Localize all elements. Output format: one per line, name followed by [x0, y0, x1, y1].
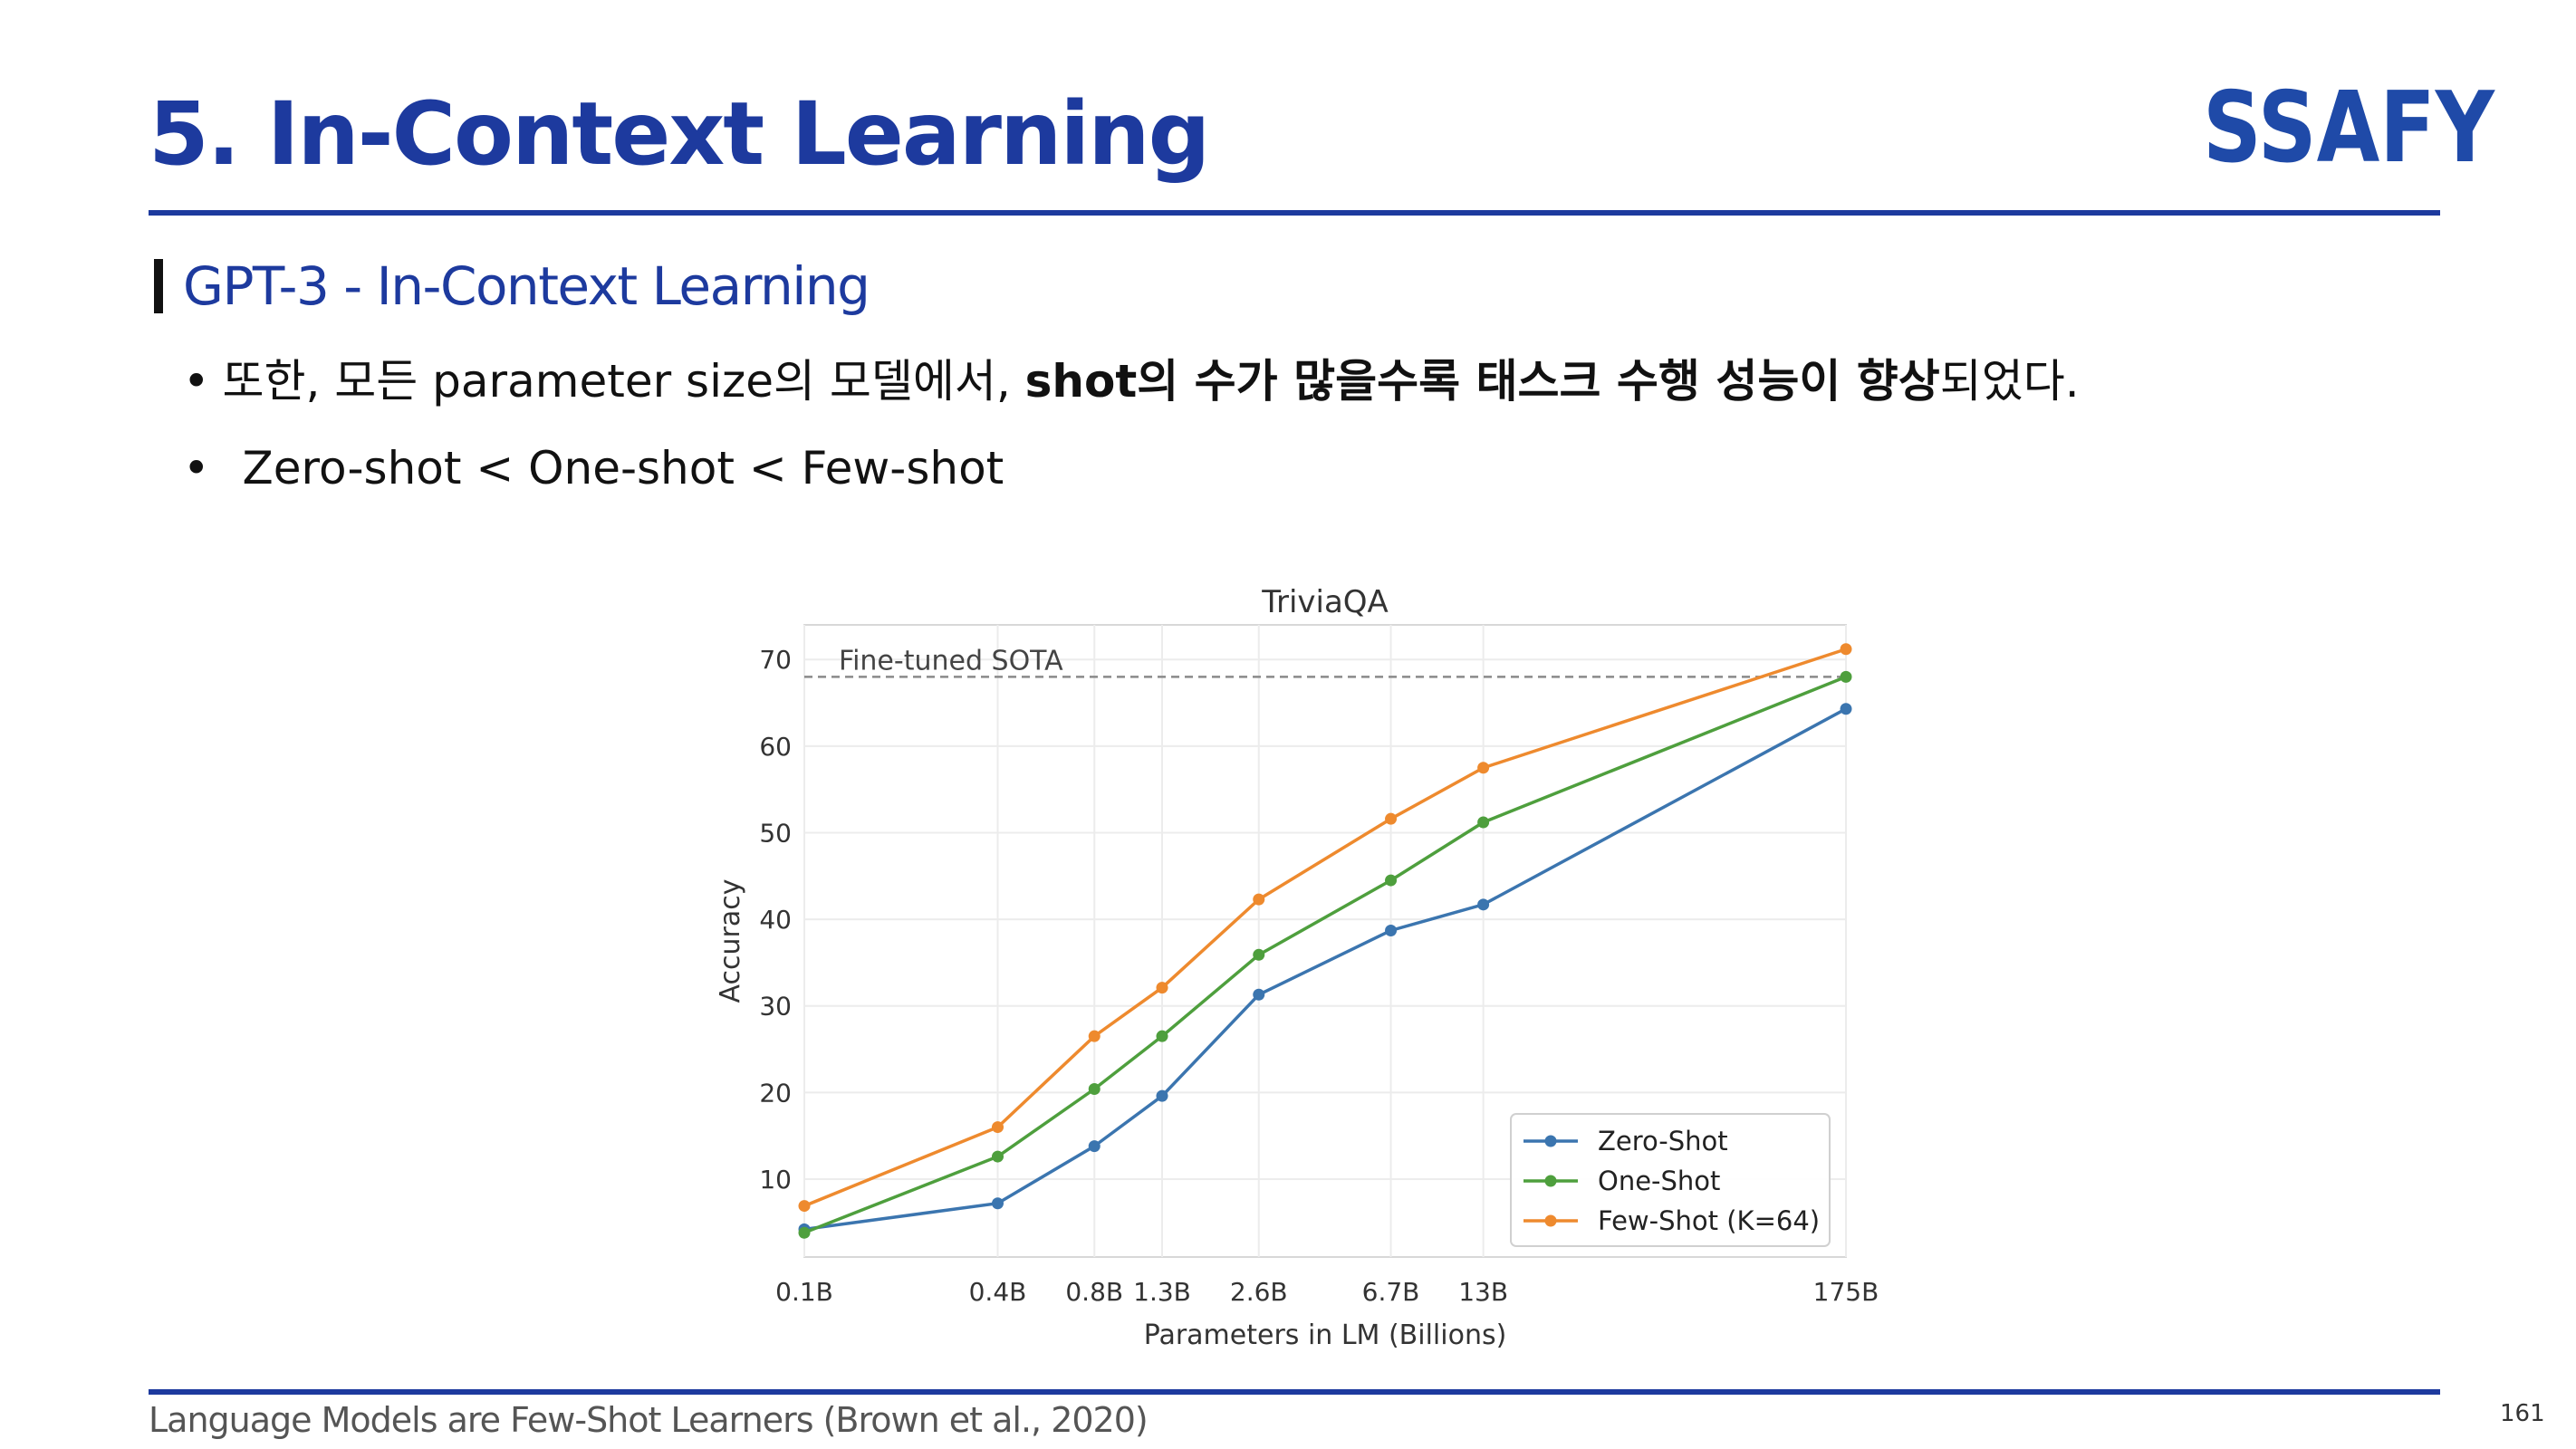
- header-divider: [149, 210, 2440, 216]
- series-line: [803, 707, 1847, 1232]
- x-tick-label: 2.6B: [1230, 1277, 1288, 1307]
- data-point: [991, 1197, 1004, 1210]
- data-point: [1088, 1140, 1101, 1153]
- slide-title: 5. In-Context Learning: [149, 83, 1210, 185]
- y-tick-label: 60: [759, 732, 792, 762]
- y-tick-label: 70: [759, 645, 792, 675]
- data-point: [1253, 988, 1265, 1001]
- bullet-text-prefix: 또한, 모든 parameter size의 모델에서,: [222, 355, 1025, 408]
- bullet-dot: •: [183, 442, 210, 494]
- y-tick-label: 30: [759, 992, 792, 1022]
- data-point: [1840, 643, 1852, 656]
- data-point: [798, 1200, 811, 1213]
- data-point: [1156, 982, 1168, 994]
- section-marker: [154, 259, 163, 313]
- data-point: [1477, 762, 1490, 774]
- data-point: [1088, 1030, 1101, 1042]
- section-heading: GPT-3 - In-Context Learning: [154, 255, 870, 317]
- data-point: [1088, 1083, 1101, 1096]
- series-line: [803, 675, 1847, 1234]
- legend-marker: [1544, 1135, 1557, 1147]
- y-tick-label: 40: [759, 905, 792, 935]
- reference-line-label: Fine-tuned SOTA: [839, 645, 1063, 677]
- x-tick-label: 13B: [1458, 1277, 1508, 1307]
- x-tick-label: 175B: [1813, 1277, 1879, 1307]
- data-point: [1477, 898, 1490, 911]
- legend-label: One-Shot: [1598, 1166, 1720, 1196]
- page-number: 161: [2500, 1400, 2545, 1427]
- legend-marker: [1544, 1175, 1557, 1187]
- legend-box: [1510, 1113, 1831, 1247]
- data-point: [991, 1121, 1004, 1134]
- bullet-text-suffix: 되었다.: [1939, 355, 2080, 408]
- x-tick-label: 6.7B: [1362, 1277, 1420, 1307]
- bullet-text-emphasis: shot의 수가 많을수록 태스크 수행 성능이 향상: [1024, 355, 1940, 408]
- data-point: [1156, 1089, 1168, 1102]
- legend-label: Zero-Shot: [1598, 1126, 1728, 1156]
- x-tick-label: 0.4B: [969, 1277, 1027, 1307]
- logo-text: SSAFY: [2203, 74, 2495, 176]
- legend-label: Few-Shot (K=64): [1598, 1205, 1820, 1236]
- data-point: [1477, 816, 1490, 829]
- section-title: GPT-3 - In-Context Learning: [183, 255, 870, 317]
- triviaqa-chart: 10 20 30 40 50 60 70 0.1B 0.4B 0.8B 1.3B 2.6B 6.7B 13…: [715, 584, 1879, 1351]
- data-point: [1156, 1030, 1168, 1042]
- x-axis-label: Parameters in LM (Billions): [1144, 1319, 1507, 1351]
- data-point: [798, 1226, 811, 1239]
- legend-marker: [1544, 1214, 1557, 1227]
- bullet-dot: •: [183, 355, 210, 408]
- chart-title: TriviaQA: [1261, 584, 1389, 620]
- data-point: [991, 1150, 1004, 1163]
- x-tick-label: 0.8B: [1065, 1277, 1123, 1307]
- footer-divider: [149, 1389, 2440, 1395]
- series-line: [803, 648, 1847, 1208]
- x-tick-label: 0.1B: [775, 1277, 833, 1307]
- data-point: [1253, 948, 1265, 961]
- bullet-item-1: • 또한, 모든 parameter size의 모델에서, shot의 수가 많…: [183, 359, 2080, 404]
- y-tick-label: 50: [759, 818, 792, 848]
- data-point: [1840, 703, 1852, 715]
- ssafy-logo: SSAFY: [2203, 74, 2495, 176]
- footer-citation: Language Models are Few-Shot Learners (B…: [149, 1400, 1149, 1440]
- data-point: [1385, 925, 1398, 937]
- y-tick-label: 20: [759, 1078, 792, 1108]
- bullet-item-2: • Zero-shot < One-shot < Few-shot: [183, 446, 1004, 491]
- y-axis-label: Accuracy: [715, 879, 746, 1003]
- data-point: [1840, 670, 1852, 683]
- data-point: [1385, 812, 1398, 825]
- y-tick-label: 10: [759, 1165, 792, 1195]
- x-tick-label: 1.3B: [1133, 1277, 1191, 1307]
- data-point: [1253, 893, 1265, 906]
- data-point: [1385, 874, 1398, 887]
- bullet-text: Zero-shot < One-shot < Few-shot: [242, 442, 1004, 494]
